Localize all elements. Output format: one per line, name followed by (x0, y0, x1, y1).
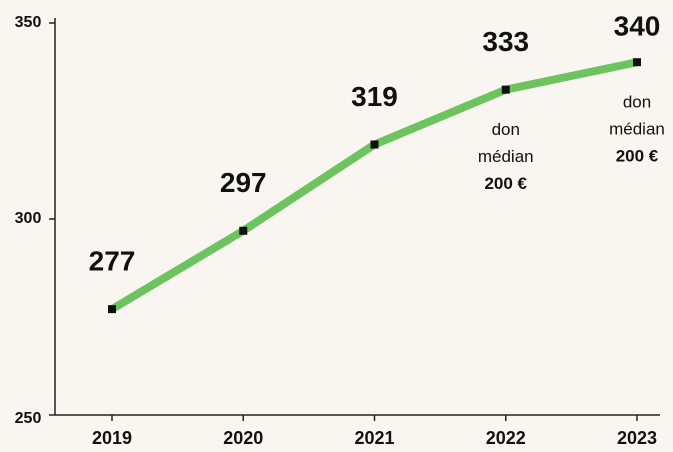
point-marker (370, 140, 379, 149)
x-tick-label: 2023 (617, 428, 657, 448)
annotation: médian (609, 120, 665, 139)
data-label: 319 (351, 81, 398, 112)
point-marker (239, 226, 248, 235)
y-tick-label: 300 (15, 210, 42, 227)
x-tick-label: 2019 (92, 428, 132, 448)
data-label: 297 (220, 167, 267, 198)
x-tick-label: 2020 (223, 428, 263, 448)
data-label: 333 (482, 26, 529, 57)
y-tick-label: 350 (15, 14, 42, 31)
data-label: 340 (614, 10, 661, 41)
y-tick-label: 250 (15, 410, 42, 427)
x-tick-label: 2021 (354, 428, 394, 448)
annotation: médian (478, 147, 534, 166)
annotation: 200 € (484, 174, 527, 193)
x-tick-label: 2022 (486, 428, 526, 448)
annotation: 200 € (616, 147, 659, 166)
point-marker (633, 58, 641, 67)
annotation: don (492, 120, 520, 139)
data-label: 277 (89, 246, 136, 277)
point-marker (108, 305, 116, 314)
point-marker (501, 85, 510, 94)
annotation: don (623, 93, 651, 112)
